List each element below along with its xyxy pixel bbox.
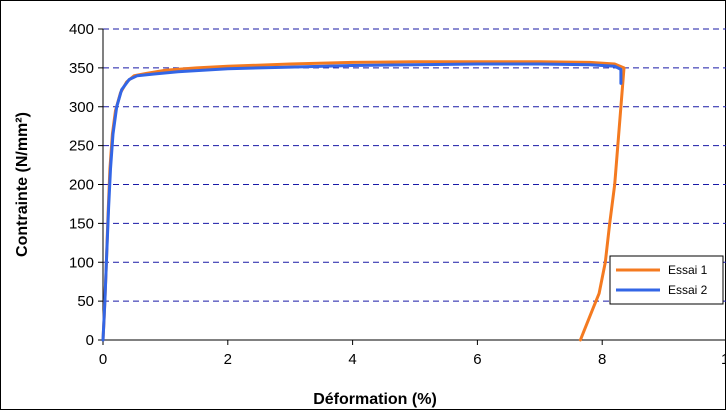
legend-box: [609, 255, 724, 305]
series-lines: [101, 60, 626, 342]
tick-labels: 0 50 100 150 200 250 300 350 400 0 2 4 6 8 1: [69, 21, 726, 368]
series-line-1: [101, 60, 626, 342]
y-tick-label: 150: [69, 215, 94, 232]
legend-label-2: Essai 2: [668, 283, 708, 297]
x-tick-label: 4: [348, 351, 356, 368]
legend-label-1: Essai 1: [668, 263, 708, 277]
x-tick-label: 8: [598, 351, 606, 368]
axes: [98, 28, 726, 345]
y-tick-label: 250: [69, 138, 94, 155]
series-line-2: [101, 62, 623, 342]
x-axis-title: Déformation (%): [313, 391, 437, 408]
x-tick-label: 0: [99, 351, 107, 368]
y-tick-label: 200: [69, 177, 94, 194]
legend: Essai 1 Essai 2: [609, 255, 724, 305]
y-axis-title: Contrainte (N/mm²): [14, 112, 31, 257]
y-tick-label: 350: [69, 60, 94, 77]
x-tick-label: 2: [224, 351, 232, 368]
x-tick-label: 1: [721, 351, 726, 368]
y-tick-label: 400: [69, 21, 94, 38]
y-tick-label: 300: [69, 99, 94, 116]
y-tick-label: 50: [77, 293, 94, 310]
y-tick-label: 100: [69, 254, 94, 271]
x-tick-label: 6: [473, 351, 481, 368]
y-tick-label: 0: [86, 332, 94, 349]
